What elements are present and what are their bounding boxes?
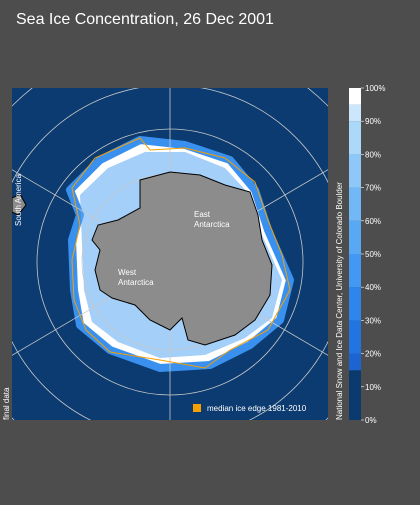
legend-label: median ice edge 1981-2010 bbox=[207, 404, 307, 413]
colorbar-segment bbox=[349, 154, 361, 188]
map: East Antarctica West Antarctica South Am… bbox=[12, 88, 328, 420]
legend-swatch bbox=[193, 404, 201, 412]
west-label-1: West bbox=[118, 268, 137, 277]
east-label-1: East bbox=[194, 210, 211, 219]
colorbar-segment bbox=[349, 370, 361, 420]
status: final data bbox=[2, 387, 11, 420]
colorbar-segment bbox=[349, 220, 361, 254]
colorbar-segment bbox=[349, 104, 361, 122]
colorbar-segment bbox=[349, 88, 361, 105]
colorbar-segment bbox=[349, 121, 361, 155]
colorbar-segment bbox=[349, 320, 361, 354]
colorbar-label: 50% bbox=[365, 250, 381, 259]
colorbar-label: 0% bbox=[365, 416, 377, 425]
colorbar-label: 60% bbox=[365, 217, 381, 226]
colorbar-label: 70% bbox=[365, 184, 381, 193]
colorbar-label: 80% bbox=[365, 150, 381, 159]
median-ice-edge bbox=[71, 137, 291, 369]
credit: National Snow and Ice Data Center, Unive… bbox=[335, 182, 344, 420]
east-label-2: Antarctica bbox=[194, 220, 230, 229]
south-america bbox=[12, 193, 27, 216]
west-label-2: Antarctica bbox=[118, 278, 154, 287]
colorbar-label: 10% bbox=[365, 383, 381, 392]
antarctica bbox=[91, 171, 273, 346]
south-america-label: South America bbox=[14, 173, 23, 226]
colorbar-label: 30% bbox=[365, 316, 381, 325]
colorbar-label: 90% bbox=[365, 117, 381, 126]
colorbar-segment bbox=[349, 287, 361, 321]
title: Sea Ice Concentration, 26 Dec 2001 bbox=[16, 11, 274, 28]
colorbar-label: 100% bbox=[365, 84, 385, 93]
colorbar-segment bbox=[349, 254, 361, 288]
colorbar-label: 20% bbox=[365, 350, 381, 359]
colorbar: 0% 10% 20% 30% 40% 50% 60% 70% 80% 90% 100% bbox=[349, 84, 385, 425]
colorbar-segment bbox=[349, 187, 361, 221]
colorbar-segment bbox=[349, 353, 361, 371]
colorbar-label: 40% bbox=[365, 283, 381, 292]
